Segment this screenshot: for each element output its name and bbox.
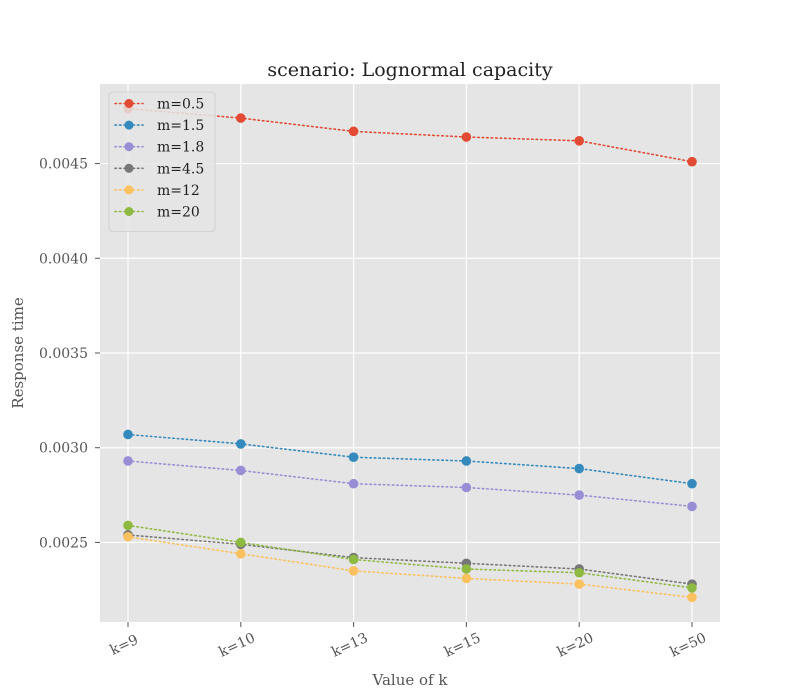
legend-item: m=20 <box>114 205 200 221</box>
data-point <box>687 583 697 593</box>
data-point <box>348 554 359 565</box>
y-tick-label: 0.0045 <box>39 157 88 173</box>
data-point <box>236 549 246 559</box>
series-m=1.5 <box>123 429 697 489</box>
data-point <box>236 113 246 123</box>
data-point <box>574 463 584 474</box>
x-tick-label: k=10 <box>216 630 257 661</box>
data-point <box>461 456 472 466</box>
chart-title: scenario: Lognormal capacity <box>267 59 552 81</box>
legend-box <box>108 91 216 233</box>
series-m=1.8 <box>123 456 697 512</box>
series-line <box>127 524 693 589</box>
series-line <box>127 107 693 163</box>
legend-item: m=1.5 <box>114 118 204 134</box>
legend-marker <box>124 185 134 195</box>
data-point <box>461 564 472 574</box>
x-tick-label: k=20 <box>555 630 596 661</box>
y-tick-label: 0.0035 <box>39 346 88 362</box>
data-point <box>123 531 133 542</box>
y-tick-label: 0.0040 <box>39 251 88 267</box>
grid-lines <box>100 84 720 622</box>
y-tick-label: 0.0025 <box>39 535 88 551</box>
series-group <box>123 103 697 603</box>
legend-label: m=1.5 <box>157 118 204 134</box>
data-point <box>574 567 584 578</box>
data-point <box>687 478 697 489</box>
legend-label: m=1.8 <box>157 140 204 156</box>
legend-item: m=0.5 <box>114 97 204 113</box>
legend-item: m=1.8 <box>114 140 204 156</box>
legend-label: m=4.5 <box>157 161 204 177</box>
y-tick-label: 0.0030 <box>39 441 88 457</box>
data-point <box>348 478 359 489</box>
data-point <box>687 592 697 603</box>
data-point <box>348 566 359 576</box>
legend-label: m=0.5 <box>157 97 204 113</box>
series-line <box>127 460 693 508</box>
x-tick-label: k=13 <box>329 630 370 661</box>
legend-marker <box>124 207 134 216</box>
data-point <box>574 490 584 500</box>
data-point <box>461 482 472 493</box>
data-point <box>123 520 133 531</box>
legend-label: m=20 <box>157 205 200 221</box>
data-point <box>123 456 133 466</box>
legend-item: m=4.5 <box>114 161 204 177</box>
y-axis-ticks: 0.0025 0.0030 0.0035 0.0040 0.0045 <box>39 157 100 551</box>
legend-marker <box>124 142 134 152</box>
legend-item: m=12 <box>114 183 200 199</box>
series-m=20 <box>123 520 697 593</box>
data-point <box>687 501 697 512</box>
x-axis-ticks: k=9 k=10 k=13 k=15 k=20 k=50 <box>108 622 709 661</box>
x-tick-label: k=9 <box>108 632 141 659</box>
x-axis-label: Value of k <box>372 671 449 689</box>
data-point <box>123 429 133 440</box>
data-point <box>236 439 246 449</box>
data-point <box>236 537 246 548</box>
series-line <box>127 535 693 599</box>
y-axis-label: Response time <box>9 297 27 409</box>
legend-label: m=12 <box>157 183 200 199</box>
legend-marker <box>124 163 134 173</box>
series-m=12 <box>123 531 697 603</box>
legend-marker <box>124 99 134 108</box>
x-tick-label: k=50 <box>668 630 709 661</box>
data-point <box>348 126 359 137</box>
data-point <box>574 136 584 146</box>
data-point <box>461 573 472 584</box>
x-tick-label: k=15 <box>442 630 483 661</box>
data-point <box>574 579 584 589</box>
data-point <box>687 156 697 167</box>
legend: m=0.5 m=1.5 m=1.8 m=4.5 m=12 m=20 <box>108 91 216 233</box>
data-point <box>461 132 472 142</box>
data-point <box>236 465 246 476</box>
data-point <box>348 452 359 462</box>
legend-marker <box>124 120 134 130</box>
series-line <box>127 534 693 585</box>
series-line <box>127 433 693 485</box>
